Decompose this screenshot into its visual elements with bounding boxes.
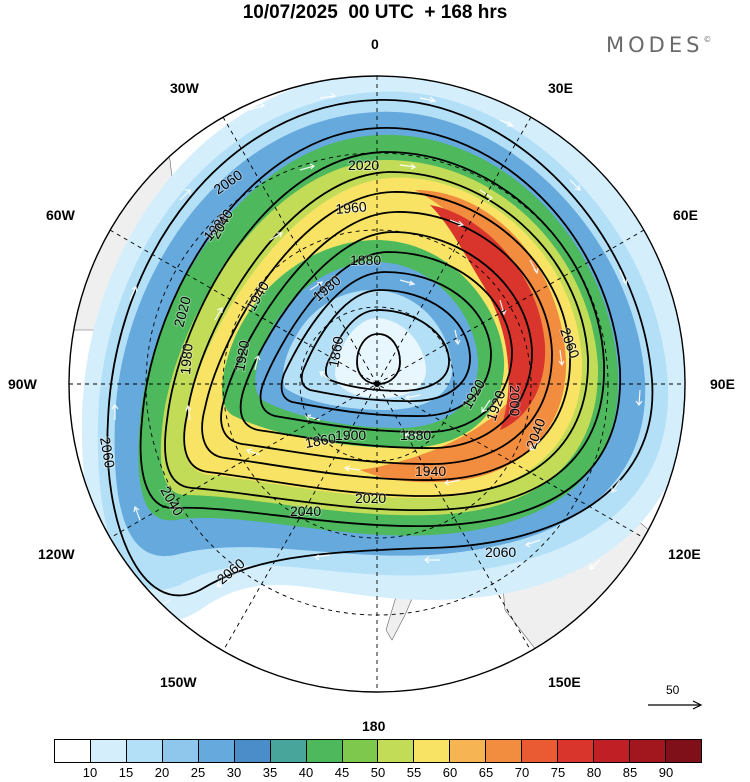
graticule — [69, 76, 685, 692]
colorbar-tick-label: 65 — [478, 765, 494, 780]
lon-label-30w: 30W — [170, 80, 199, 96]
colorbar — [54, 739, 702, 763]
colorbar-tick-label: 15 — [118, 765, 134, 780]
colorbar-ticks: 10 15 20 25 30 35 40 45 50 55 60 65 70 75 80 85 90 — [54, 765, 702, 781]
lon-label-60e: 60E — [673, 207, 698, 223]
colorbar-cell — [486, 740, 523, 762]
colorbar-tick-label: 50 — [370, 765, 386, 780]
contour-1920 — [259, 251, 513, 433]
colorbar-tick-label: 40 — [298, 765, 314, 780]
lon-label-180: 180 — [362, 718, 386, 734]
reference-vector-label: 50 — [666, 683, 680, 697]
contour-label: 2020 — [355, 490, 386, 506]
contour-label: 2060 — [97, 436, 118, 470]
colorbar-tick-label: 80 — [586, 765, 602, 780]
contour-1980 — [201, 191, 571, 481]
contour-label: 1880 — [350, 252, 381, 268]
contour-label: 1940 — [415, 463, 446, 479]
contour-1900 — [280, 271, 492, 417]
map-title: 10/07/2025 00 UTC + 168 hrs — [242, 2, 508, 23]
colorbar-tick-label: 90 — [658, 765, 674, 780]
lon-label-0: 0 — [371, 36, 379, 52]
lon-label-60w: 60W — [46, 207, 75, 223]
lon-label-30e: 30E — [548, 80, 573, 96]
map-disk — [69, 76, 685, 692]
colorbar-tick-label: 55 — [406, 765, 422, 780]
contour-label: 1860 — [325, 335, 346, 369]
lon-label-90e: 90E — [710, 376, 735, 392]
contour-2060-outer — [106, 99, 654, 597]
colorbar-cell — [342, 740, 379, 762]
lon-label-120w: 120W — [38, 546, 75, 562]
map-border — [68, 75, 686, 693]
colorbar-cell — [126, 740, 163, 762]
colorbar-cell — [306, 740, 343, 762]
colorbar-tick-label: 70 — [514, 765, 530, 780]
contour-1940 — [239, 231, 533, 449]
colorbar-cell — [558, 740, 595, 762]
wind-band-80 — [430, 205, 546, 430]
colorbar-cell — [55, 740, 91, 762]
contour-label: 1960 — [335, 198, 368, 217]
brand-text: MODES — [606, 33, 704, 57]
colorbar-cell — [378, 740, 415, 762]
reference-vector — [648, 700, 703, 710]
contour-label: 2060 — [485, 544, 516, 560]
brand-mark: © — [703, 35, 712, 44]
colorbar-cell — [450, 740, 487, 762]
colorbar-tick-label: 30 — [226, 765, 242, 780]
colorbar-cell — [522, 740, 559, 762]
contour-2000 — [183, 171, 589, 497]
contour-label: 1920 — [231, 339, 252, 373]
colorbar-cell — [270, 740, 307, 762]
brand-logo: MODES© — [606, 33, 711, 57]
contour-1880 — [300, 289, 471, 402]
colorbar-tick-label: 20 — [154, 765, 170, 780]
contour-1860 — [324, 309, 450, 392]
contour-2020 — [164, 151, 605, 512]
colorbar-cell — [630, 740, 666, 762]
lon-label-120e: 120E — [668, 546, 701, 562]
contour-label: 2000 — [507, 385, 523, 416]
colorbar-tick-label: 60 — [442, 765, 458, 780]
colorbar-cell — [594, 740, 630, 762]
lon-label-150e: 150E — [548, 674, 581, 690]
colorbar-tick-label: 45 — [334, 765, 350, 780]
colorbar-cell — [90, 740, 127, 762]
colorbar-cell — [162, 740, 199, 762]
height-contours — [106, 99, 654, 597]
contour-label: 1860 — [304, 430, 338, 451]
colorbar-cell — [665, 740, 701, 762]
contour-label: 1980 — [177, 343, 196, 376]
contour-label: 1900 — [335, 427, 366, 443]
contour-2040 — [139, 127, 621, 528]
colorbar-cell — [414, 740, 451, 762]
lon-label-90w: 90W — [8, 376, 37, 392]
wind-band-core-white — [335, 318, 426, 398]
colorbar-tick-label: 75 — [550, 765, 566, 780]
colorbar-tick-label: 10 — [82, 765, 98, 780]
colorbar-tick-label: 35 — [262, 765, 278, 780]
contour-label: 1880 — [400, 427, 431, 443]
contour-label: 2020 — [348, 157, 379, 173]
lon-label-150w: 150W — [160, 674, 197, 690]
colorbar-tick-label: 25 — [190, 765, 206, 780]
contour-label: 2040 — [290, 503, 321, 519]
contour-1960 — [220, 211, 553, 465]
colorbar-cell — [198, 740, 235, 762]
colorbar-cell — [234, 740, 271, 762]
colorbar-tick-label: 85 — [622, 765, 638, 780]
